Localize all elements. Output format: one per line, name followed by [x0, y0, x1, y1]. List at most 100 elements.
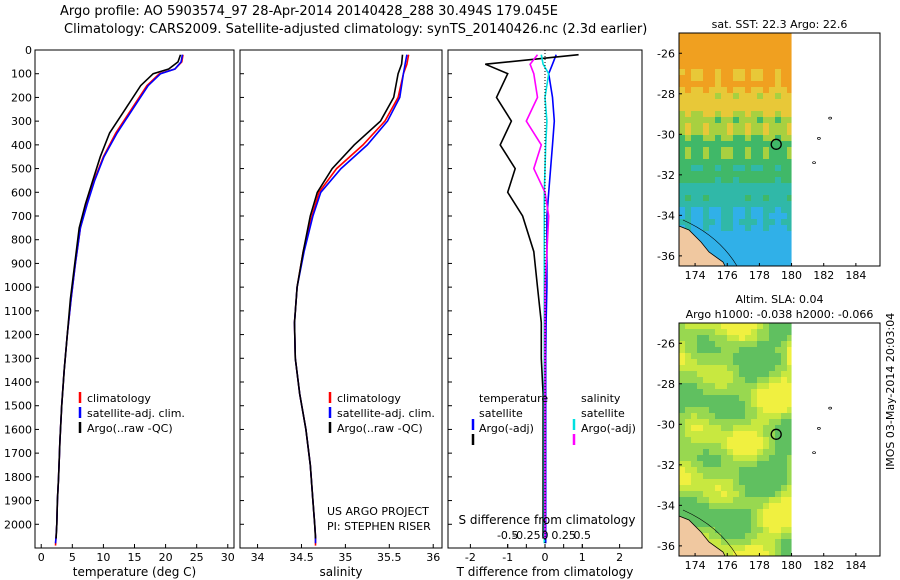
map-grid-cell: [709, 341, 715, 347]
map-grid-cell: [697, 213, 703, 219]
map-grid-cell: [727, 401, 733, 407]
map-grid-cell: [697, 153, 703, 159]
map-grid-cell: [703, 425, 709, 431]
map-grid-cell: [751, 527, 757, 533]
map-grid-cell: [691, 129, 697, 135]
map-grid-cell: [697, 201, 703, 207]
map-grid-cell: [787, 99, 792, 105]
map-grid-cell: [727, 377, 733, 383]
y-tick-label: 600: [11, 186, 32, 199]
map-grid-cell: [709, 189, 715, 195]
x-tick-label: 34.5: [289, 551, 314, 564]
map-grid-cell: [769, 39, 775, 45]
x-tick-label: 10: [96, 551, 110, 564]
map-grid-cell: [727, 407, 733, 413]
map-grid-cell: [757, 383, 763, 389]
map-grid-cell: [727, 545, 733, 551]
map-grid-cell: [745, 503, 751, 509]
map-grid-cell: [769, 75, 775, 81]
map-grid-cell: [691, 491, 697, 497]
map-grid-cell: [721, 533, 727, 539]
map-grid-cell: [727, 383, 733, 389]
map-grid-cell: [727, 81, 733, 87]
map-grid-cell: [745, 407, 751, 413]
map-grid-cell: [715, 81, 721, 87]
map-grid-cell: [769, 491, 775, 497]
map-grid-cell: [775, 93, 781, 99]
map-grid-cell: [691, 141, 697, 147]
map-grid-cell: [763, 407, 769, 413]
map-grid-cell: [679, 189, 685, 195]
map-grid-cell: [739, 183, 745, 189]
map-grid-cell: [775, 431, 781, 437]
map-grid-cell: [751, 129, 757, 135]
map-grid-cell: [697, 413, 703, 419]
map-grid-cell: [733, 171, 739, 177]
map-grid-cell: [781, 249, 787, 255]
map-grid-cell: [727, 201, 733, 207]
x-tick-label: 35: [338, 551, 352, 564]
map-grid-cell: [781, 237, 787, 243]
island-outline: [817, 427, 821, 430]
map-grid-cell: [685, 461, 691, 467]
map-grid-cell: [763, 195, 769, 201]
map-grid-cell: [757, 243, 763, 249]
map-grid-cell: [751, 231, 757, 237]
map-grid-cell: [787, 491, 792, 497]
map-grid-cell: [775, 407, 781, 413]
map-grid-cell: [745, 509, 751, 515]
map-grid-cell: [733, 57, 739, 63]
series-line-climatology: [293, 54, 410, 546]
y-tick-label: 1500: [4, 400, 32, 413]
map-grid-cell: [715, 479, 721, 485]
map-grid-cell: [787, 81, 792, 87]
map-grid-cell: [721, 249, 727, 255]
map-grid-cell: [769, 123, 775, 129]
map-grid-cell: [697, 401, 703, 407]
map-grid-cell: [733, 353, 739, 359]
map-grid-cell: [769, 461, 775, 467]
map-grid-cell: [769, 521, 775, 527]
map-grid-cell: [685, 371, 691, 377]
map-grid-cell: [709, 437, 715, 443]
y-tick-label: 1100: [4, 305, 32, 318]
map-grid-cell: [709, 237, 715, 243]
map-grid-cell: [757, 401, 763, 407]
map-grid-cell: [781, 509, 787, 515]
map-grid-cell: [763, 165, 769, 171]
map-grid-cell: [715, 159, 721, 165]
map-grid-cell: [751, 551, 757, 556]
map-grid-cell: [715, 123, 721, 129]
map-grid-cell: [757, 431, 763, 437]
map-grid-cell: [739, 341, 745, 347]
map-grid-cell: [709, 33, 715, 39]
map-grid-cell: [709, 329, 715, 335]
map-grid-cell: [763, 419, 769, 425]
map-grid-cell: [781, 183, 787, 189]
map-grid-cell: [769, 105, 775, 111]
map-grid-cell: [763, 135, 769, 141]
map-grid-cell: [787, 395, 792, 401]
map-grid-cell: [727, 353, 733, 359]
argo-float-marker: [770, 428, 782, 440]
map-grid-cell: [691, 359, 697, 365]
map-grid-cell: [787, 165, 792, 171]
map-grid-cell: [751, 81, 757, 87]
map-grid-cell: [745, 171, 751, 177]
map-grid-cell: [763, 75, 769, 81]
y-tick-label: 1900: [4, 495, 32, 508]
map-grid-cell: [787, 63, 792, 69]
map-grid-cell: [739, 171, 745, 177]
map-grid-cell: [751, 455, 757, 461]
map-grid-cell: [757, 231, 763, 237]
map-grid-cell: [763, 225, 769, 231]
map-grid-cell: [775, 255, 781, 261]
map-grid-cell: [763, 443, 769, 449]
map-grid-cell: [775, 377, 781, 383]
map-grid-cell: [745, 377, 751, 383]
map-grid-cell: [679, 365, 685, 371]
map-grid-cell: [727, 371, 733, 377]
map-grid-cell: [679, 503, 685, 509]
map-grid-cell: [769, 527, 775, 533]
map-grid-cell: [775, 491, 781, 497]
